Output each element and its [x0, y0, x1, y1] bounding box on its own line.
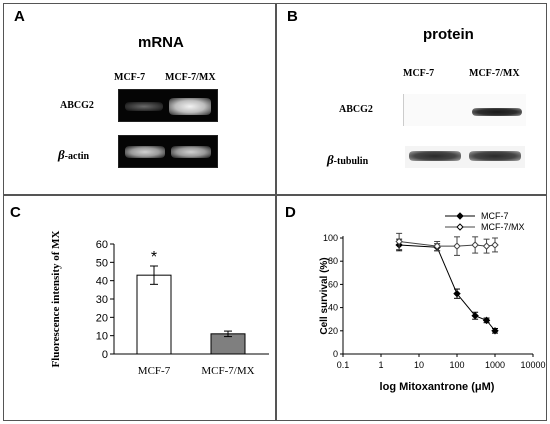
- band-b-tubulin-mcf7: [409, 151, 461, 161]
- d-point: [453, 289, 461, 298]
- d-point: [433, 242, 441, 250]
- c-y-tick-label: 0: [102, 349, 108, 361]
- panel-a-row2-label: β-actin: [58, 147, 90, 162]
- d-legend-label: MCF-7/MX: [481, 222, 525, 232]
- d-x-tick-label: 1: [378, 360, 383, 370]
- panel-b: B protein MCF-7 MCF-7/MX ABCG2 β-tubulin: [276, 3, 547, 195]
- panel-a-col2-label: MCF-7/MX: [165, 72, 216, 83]
- panel-c: C 0 10 20 30 40 50 60 MCF-7 MCF-7/MX * Fluoresce…: [3, 195, 276, 421]
- panel-a-gel-actin: [118, 135, 218, 168]
- band-a-abcg2-mcf7: [125, 102, 163, 111]
- panel-a-gel-abcg2: [118, 89, 218, 122]
- c-y-axis-label: Fluorescence intensity of MX: [50, 230, 62, 367]
- d-point: [491, 241, 499, 249]
- panel-d: D 0 20 40 60 80 100 0.1 1 10 100 1000 10000 MCF-7 MC…: [276, 195, 547, 421]
- d-x-axis-label: log Mitoxantrone (μM): [380, 381, 495, 393]
- c-y-tick-label: 40: [96, 276, 108, 288]
- panel-b-blot-tubulin: [405, 146, 525, 168]
- panel-b-blot-abcg2: [403, 94, 526, 126]
- d-point: [491, 327, 499, 335]
- panel-b-col1-label: MCF-7: [403, 68, 435, 79]
- d-x-tick-label: 0.1: [337, 360, 350, 370]
- d-point: [482, 316, 491, 325]
- c-y-tick-label: 10: [96, 331, 108, 343]
- d-point: [482, 242, 491, 250]
- band-b-abcg2-mcf7mx: [472, 108, 522, 116]
- panel-a-label: A: [14, 8, 25, 25]
- panel-a-title: mRNA: [138, 34, 184, 51]
- d-y-tick-label: 0: [333, 349, 338, 359]
- c-bar-1: [136, 274, 172, 355]
- panel-b-row2-label: β-tubulin: [327, 152, 369, 167]
- panel-c-label: C: [10, 204, 21, 221]
- c-y-tick-label: 20: [96, 312, 108, 324]
- panel-b-col2-label: MCF-7/MX: [469, 68, 520, 79]
- chart-d: 0 20 40 60 80 100 0.1 1 10 100 1000 10000 MCF-7MCF-…: [319, 211, 546, 393]
- chart-c: 0 10 20 30 40 50 60 MCF-7 MCF-7/MX * Fluorescenc…: [50, 230, 269, 377]
- d-legend-marker: [456, 212, 464, 220]
- c-x-tick-label: MCF-7: [138, 365, 171, 377]
- d-x-tick-label: 1000: [485, 360, 505, 370]
- d-point: [395, 237, 403, 246]
- d-x-tick-label: 10000: [520, 360, 545, 370]
- band-b-tubulin-mcf7mx: [469, 151, 521, 161]
- panel-a-row1-label: ABCG2: [60, 100, 94, 111]
- panel-a: A mRNA MCF-7 MCF-7/MX ABCG2 β-actin: [3, 3, 276, 195]
- d-y-tick-label: 20: [328, 326, 338, 336]
- panel-b-row1-label: ABCG2: [339, 104, 373, 115]
- d-y-tick-label: 40: [328, 303, 338, 313]
- d-y-tick-label: 60: [328, 279, 338, 289]
- d-point: [471, 312, 479, 320]
- panel-a-col1-label: MCF-7: [114, 72, 146, 83]
- panel-b-label: B: [287, 8, 298, 25]
- c-y-tick-label: 60: [96, 239, 108, 251]
- c-y-tick-label: 50: [96, 257, 108, 269]
- d-y-axis-label: Cell survival (%): [319, 257, 330, 334]
- panel-d-label: D: [285, 204, 296, 221]
- d-y-tick-label: 80: [328, 256, 338, 266]
- band-a-actin-mcf7mx: [171, 146, 211, 158]
- band-a-abcg2-mcf7mx: [169, 98, 211, 115]
- band-a-actin-mcf7: [125, 146, 165, 158]
- d-y-tick-label: 100: [323, 233, 338, 243]
- d-legend-label: MCF-7: [481, 211, 509, 221]
- d-legend-marker: [456, 223, 464, 231]
- d-point: [471, 241, 479, 249]
- c-y-tick-label: 30: [96, 294, 108, 306]
- c-x-tick-label: MCF-7/MX: [201, 365, 254, 377]
- d-series-line-1: [399, 244, 496, 332]
- d-x-tick-label: 10: [414, 360, 424, 370]
- c-significance-asterisk: *: [151, 249, 157, 266]
- panel-b-title: protein: [423, 26, 474, 43]
- d-point: [453, 242, 461, 250]
- d-x-tick-label: 100: [449, 360, 464, 370]
